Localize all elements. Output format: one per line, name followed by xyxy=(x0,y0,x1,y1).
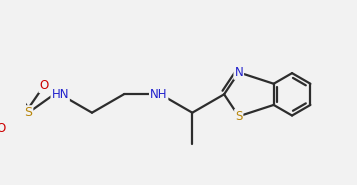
Text: NH: NH xyxy=(150,88,167,101)
Text: N: N xyxy=(235,66,243,79)
Text: S: S xyxy=(235,110,242,123)
Text: S: S xyxy=(24,106,32,119)
Text: HN: HN xyxy=(51,88,69,101)
Text: O: O xyxy=(0,122,6,135)
Text: O: O xyxy=(39,79,49,92)
